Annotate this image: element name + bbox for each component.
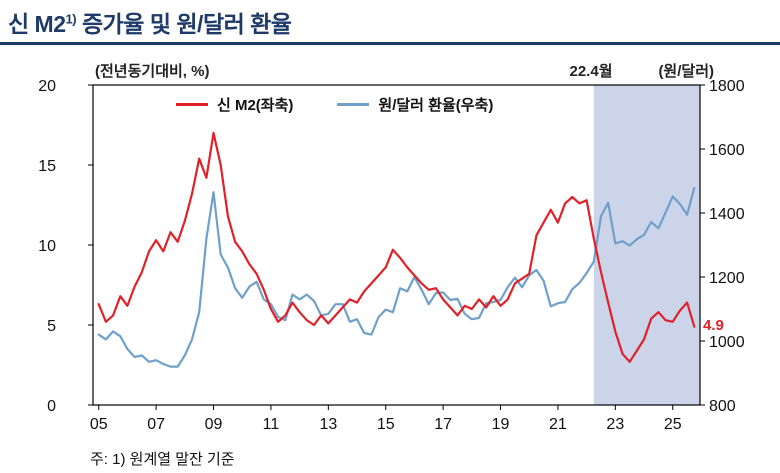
- footnote: 주: 1) 원계열 말잔 기준: [90, 451, 235, 468]
- page-title-suffix: 증가율 및 원/달러 환율: [76, 11, 292, 37]
- page-title-text: 신 M2: [8, 11, 66, 37]
- svg-text:1600: 1600: [709, 142, 745, 159]
- title-footnote-ref: 1): [65, 11, 77, 27]
- svg-text:25: 25: [664, 416, 682, 433]
- legend-item-m2: 신 M2(좌축): [176, 94, 293, 115]
- svg-text:21: 21: [549, 416, 567, 433]
- svg-text:11: 11: [263, 416, 280, 433]
- svg-text:07: 07: [147, 416, 165, 433]
- title-divider: [0, 42, 780, 45]
- svg-text:1000: 1000: [709, 334, 745, 351]
- svg-text:1200: 1200: [709, 270, 745, 287]
- svg-text:20: 20: [38, 78, 56, 95]
- svg-text:15: 15: [38, 158, 56, 175]
- svg-text:1800: 1800: [709, 78, 745, 95]
- svg-text:800: 800: [709, 398, 736, 415]
- legend-label-fx: 원/달러 환율(우축): [378, 97, 494, 114]
- svg-text:13: 13: [319, 416, 337, 433]
- svg-text:09: 09: [205, 416, 223, 433]
- svg-text:5: 5: [47, 318, 56, 335]
- svg-text:15: 15: [377, 416, 395, 433]
- legend-label-m2: 신 M2(좌축): [217, 97, 294, 114]
- svg-text:23: 23: [606, 416, 624, 433]
- shade-start-annotation: 22.4월: [569, 63, 613, 80]
- legend-item-fx: 원/달러 환율(우축): [337, 94, 493, 115]
- svg-text:19: 19: [492, 416, 510, 433]
- svg-text:1400: 1400: [709, 206, 745, 223]
- right-axis-unit-label: (원/달러): [658, 63, 714, 80]
- svg-text:10: 10: [38, 238, 56, 255]
- svg-text:17: 17: [434, 416, 452, 433]
- left-axis-unit-label: (전년동기대비, %): [95, 63, 210, 80]
- fx-line-swatch: [337, 103, 370, 106]
- svg-text:0: 0: [47, 398, 56, 415]
- svg-text:05: 05: [90, 416, 108, 433]
- m2-line-swatch: [176, 103, 208, 106]
- page-title: 신 M21) 증가율 및 원/달러 환율: [8, 5, 292, 39]
- legend: 신 M2(좌축) 원/달러 환율(우축): [176, 94, 493, 115]
- m2-last-value-annotation: 4.9: [703, 317, 724, 334]
